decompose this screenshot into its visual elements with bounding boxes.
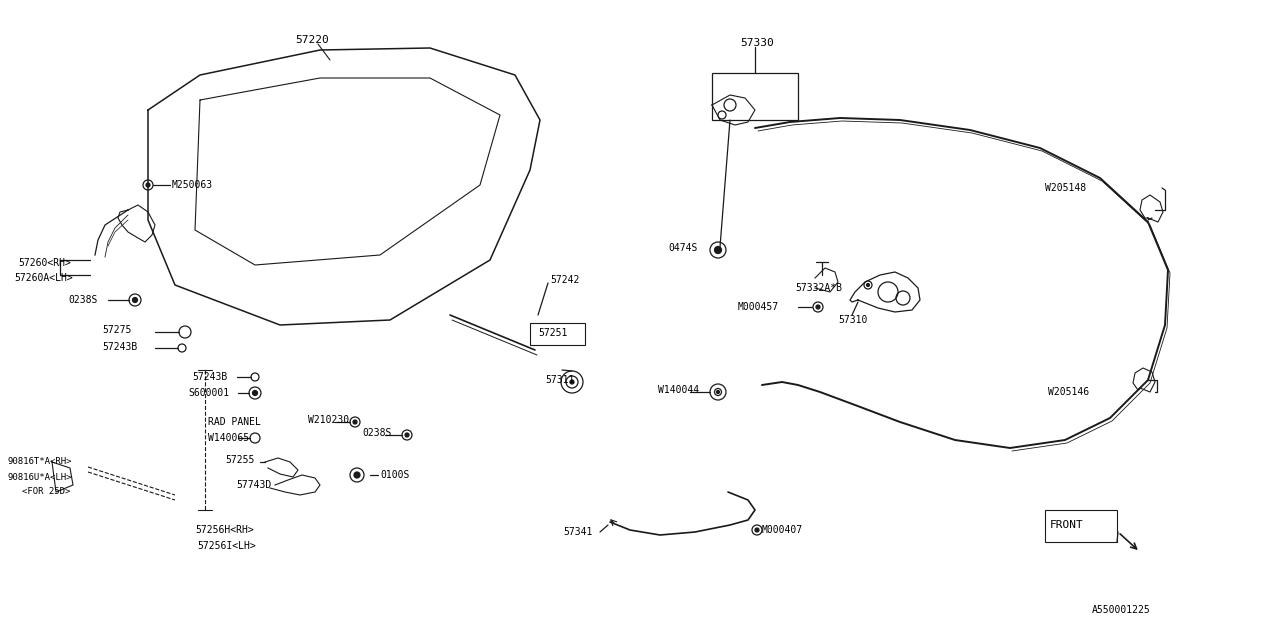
Text: <FOR 25D>: <FOR 25D> bbox=[22, 488, 70, 497]
Text: 57311: 57311 bbox=[545, 375, 575, 385]
Circle shape bbox=[133, 298, 137, 303]
Text: M000457: M000457 bbox=[739, 302, 780, 312]
Circle shape bbox=[404, 433, 410, 437]
Circle shape bbox=[355, 472, 360, 478]
Text: 57310: 57310 bbox=[838, 315, 868, 325]
Text: S600001: S600001 bbox=[188, 388, 229, 398]
Text: 0238S: 0238S bbox=[362, 428, 392, 438]
Text: 57256H<RH>: 57256H<RH> bbox=[195, 525, 253, 535]
Circle shape bbox=[714, 246, 722, 253]
Text: 57341: 57341 bbox=[563, 527, 593, 537]
Text: M250063: M250063 bbox=[172, 180, 214, 190]
Circle shape bbox=[755, 528, 759, 532]
Bar bbox=[712, 73, 797, 120]
Circle shape bbox=[570, 380, 573, 384]
Text: A550001225: A550001225 bbox=[1092, 605, 1151, 615]
Text: 57330: 57330 bbox=[740, 38, 773, 48]
Text: 57220: 57220 bbox=[294, 35, 329, 45]
Text: 57242: 57242 bbox=[550, 275, 580, 285]
Text: 57743D: 57743D bbox=[236, 480, 271, 490]
Text: 57260<RH>: 57260<RH> bbox=[18, 258, 70, 268]
Text: 90816U*A<LH>: 90816U*A<LH> bbox=[8, 472, 73, 481]
Bar bbox=[1044, 510, 1117, 542]
Text: W205146: W205146 bbox=[1048, 387, 1089, 397]
Text: 90816T*A<RH>: 90816T*A<RH> bbox=[8, 458, 73, 467]
Bar bbox=[530, 323, 585, 345]
Text: W210230: W210230 bbox=[308, 415, 349, 425]
Text: W140044: W140044 bbox=[658, 385, 699, 395]
Text: 57256I<LH>: 57256I<LH> bbox=[197, 541, 256, 551]
Text: 57251: 57251 bbox=[538, 328, 567, 338]
Text: FRONT: FRONT bbox=[1050, 520, 1084, 530]
Text: 57332A*B: 57332A*B bbox=[795, 283, 842, 293]
Text: M000407: M000407 bbox=[762, 525, 803, 535]
Text: RAD PANEL: RAD PANEL bbox=[207, 417, 261, 427]
Text: 0474S: 0474S bbox=[668, 243, 698, 253]
Circle shape bbox=[146, 183, 150, 187]
Text: 0238S: 0238S bbox=[68, 295, 97, 305]
Text: 57260A<LH>: 57260A<LH> bbox=[14, 273, 73, 283]
Circle shape bbox=[817, 305, 820, 309]
Circle shape bbox=[867, 284, 869, 287]
Text: 0100S: 0100S bbox=[380, 470, 410, 480]
Text: 57243B: 57243B bbox=[102, 342, 137, 352]
Text: W140065: W140065 bbox=[207, 433, 250, 443]
Text: 57255: 57255 bbox=[225, 455, 255, 465]
Text: W205148: W205148 bbox=[1044, 183, 1087, 193]
Circle shape bbox=[717, 390, 719, 394]
Circle shape bbox=[353, 420, 357, 424]
Text: 57275: 57275 bbox=[102, 325, 132, 335]
Circle shape bbox=[252, 390, 257, 396]
Text: 57243B: 57243B bbox=[192, 372, 228, 382]
